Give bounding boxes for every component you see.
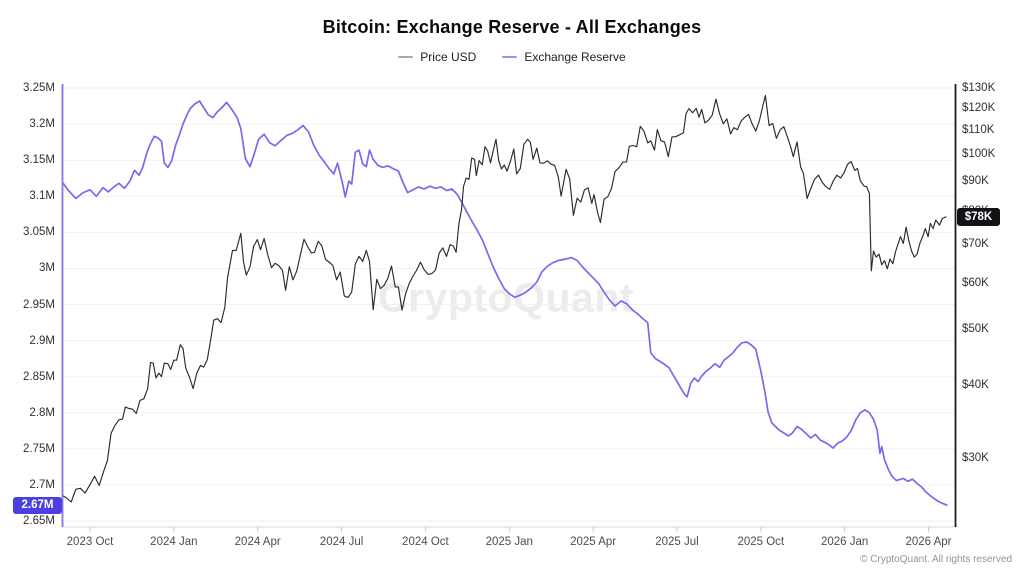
y-left-tick-label: 3.1M [29, 190, 55, 203]
x-axis-tick-label: 2024 Jul [319, 536, 364, 548]
x-axis-tick-label: 2025 Oct [737, 536, 785, 548]
legend-label-price-usd: Price USD [420, 50, 477, 64]
y-right-tick-label: $70K [962, 238, 989, 251]
chart-title: Bitcoin: Exchange Reserve - All Exchange… [322, 17, 702, 37]
y-right-tick-label: $40K [962, 379, 989, 392]
y-left-tick-label: 3.05M [23, 226, 55, 239]
y-left-tick-label: 2.8M [29, 406, 55, 419]
y-right-tick-label: $50K [962, 323, 989, 336]
y-left-tick-label: 3.2M [29, 118, 55, 131]
y-left-tick-label: 2.95M [23, 298, 55, 311]
y-right-tick-label: $60K [962, 277, 989, 290]
price-usd-line-swatch-icon [398, 56, 414, 58]
y-left-tick-label: 2.7M [29, 478, 55, 491]
y-left-tick-label: 2.65M [23, 515, 55, 528]
y-left-tick-label: 3.15M [23, 154, 55, 167]
y-right-tick-label: $110K [962, 124, 995, 137]
legend: Price USD Exchange Reserve [0, 50, 1024, 64]
x-axis-tick-label: 2026 Jan [820, 536, 869, 548]
legend-label-exchange-reserve: Exchange Reserve [524, 50, 626, 64]
y-left-tick-label: 3.25M [23, 82, 55, 94]
y-right-tick-label: $100K [962, 148, 996, 161]
x-axis-tick-label: 2025 Apr [570, 536, 617, 548]
legend-item-price-usd[interactable]: Price USD [398, 50, 476, 64]
y-right-tick-label: $130K [962, 82, 996, 94]
x-axis-tick-label: 2025 Jan [485, 536, 533, 548]
x-axis-tick-label: 2024 Jan [150, 536, 198, 548]
x-axis-tick-label: 2026 Apr [905, 536, 952, 548]
x-axis-tick-label: 2023 Oct [66, 536, 114, 548]
x-axis-tick-label: 2024 Oct [402, 536, 449, 548]
exchange-reserve-line-swatch-icon [502, 56, 518, 58]
x-axis-tick-label: 2024 Apr [234, 536, 281, 548]
y-right-tick-label: $30K [962, 451, 989, 464]
y-left-tick-label: 2.9M [29, 334, 55, 347]
x-axis-tick-label: 2025 Jul [655, 536, 699, 548]
y-left-tick-label: 2.85M [23, 370, 55, 383]
price-usd-line [62, 94, 947, 503]
y-right-tick-label: $90K [962, 174, 989, 187]
y-right-tick-label: $120K [962, 102, 996, 115]
reserve-current-value-badge: 2.67M [13, 496, 62, 514]
exchange-reserve-line [62, 100, 948, 506]
copyright-notice: © CryptoQuant. All rights reserved [860, 554, 1012, 565]
price-current-value-badge: $78K [957, 207, 1000, 226]
y-left-tick-label: 3M [39, 262, 55, 275]
legend-item-exchange-reserve[interactable]: Exchange Reserve [502, 50, 626, 64]
y-left-tick-label: 2.75M [23, 442, 55, 455]
